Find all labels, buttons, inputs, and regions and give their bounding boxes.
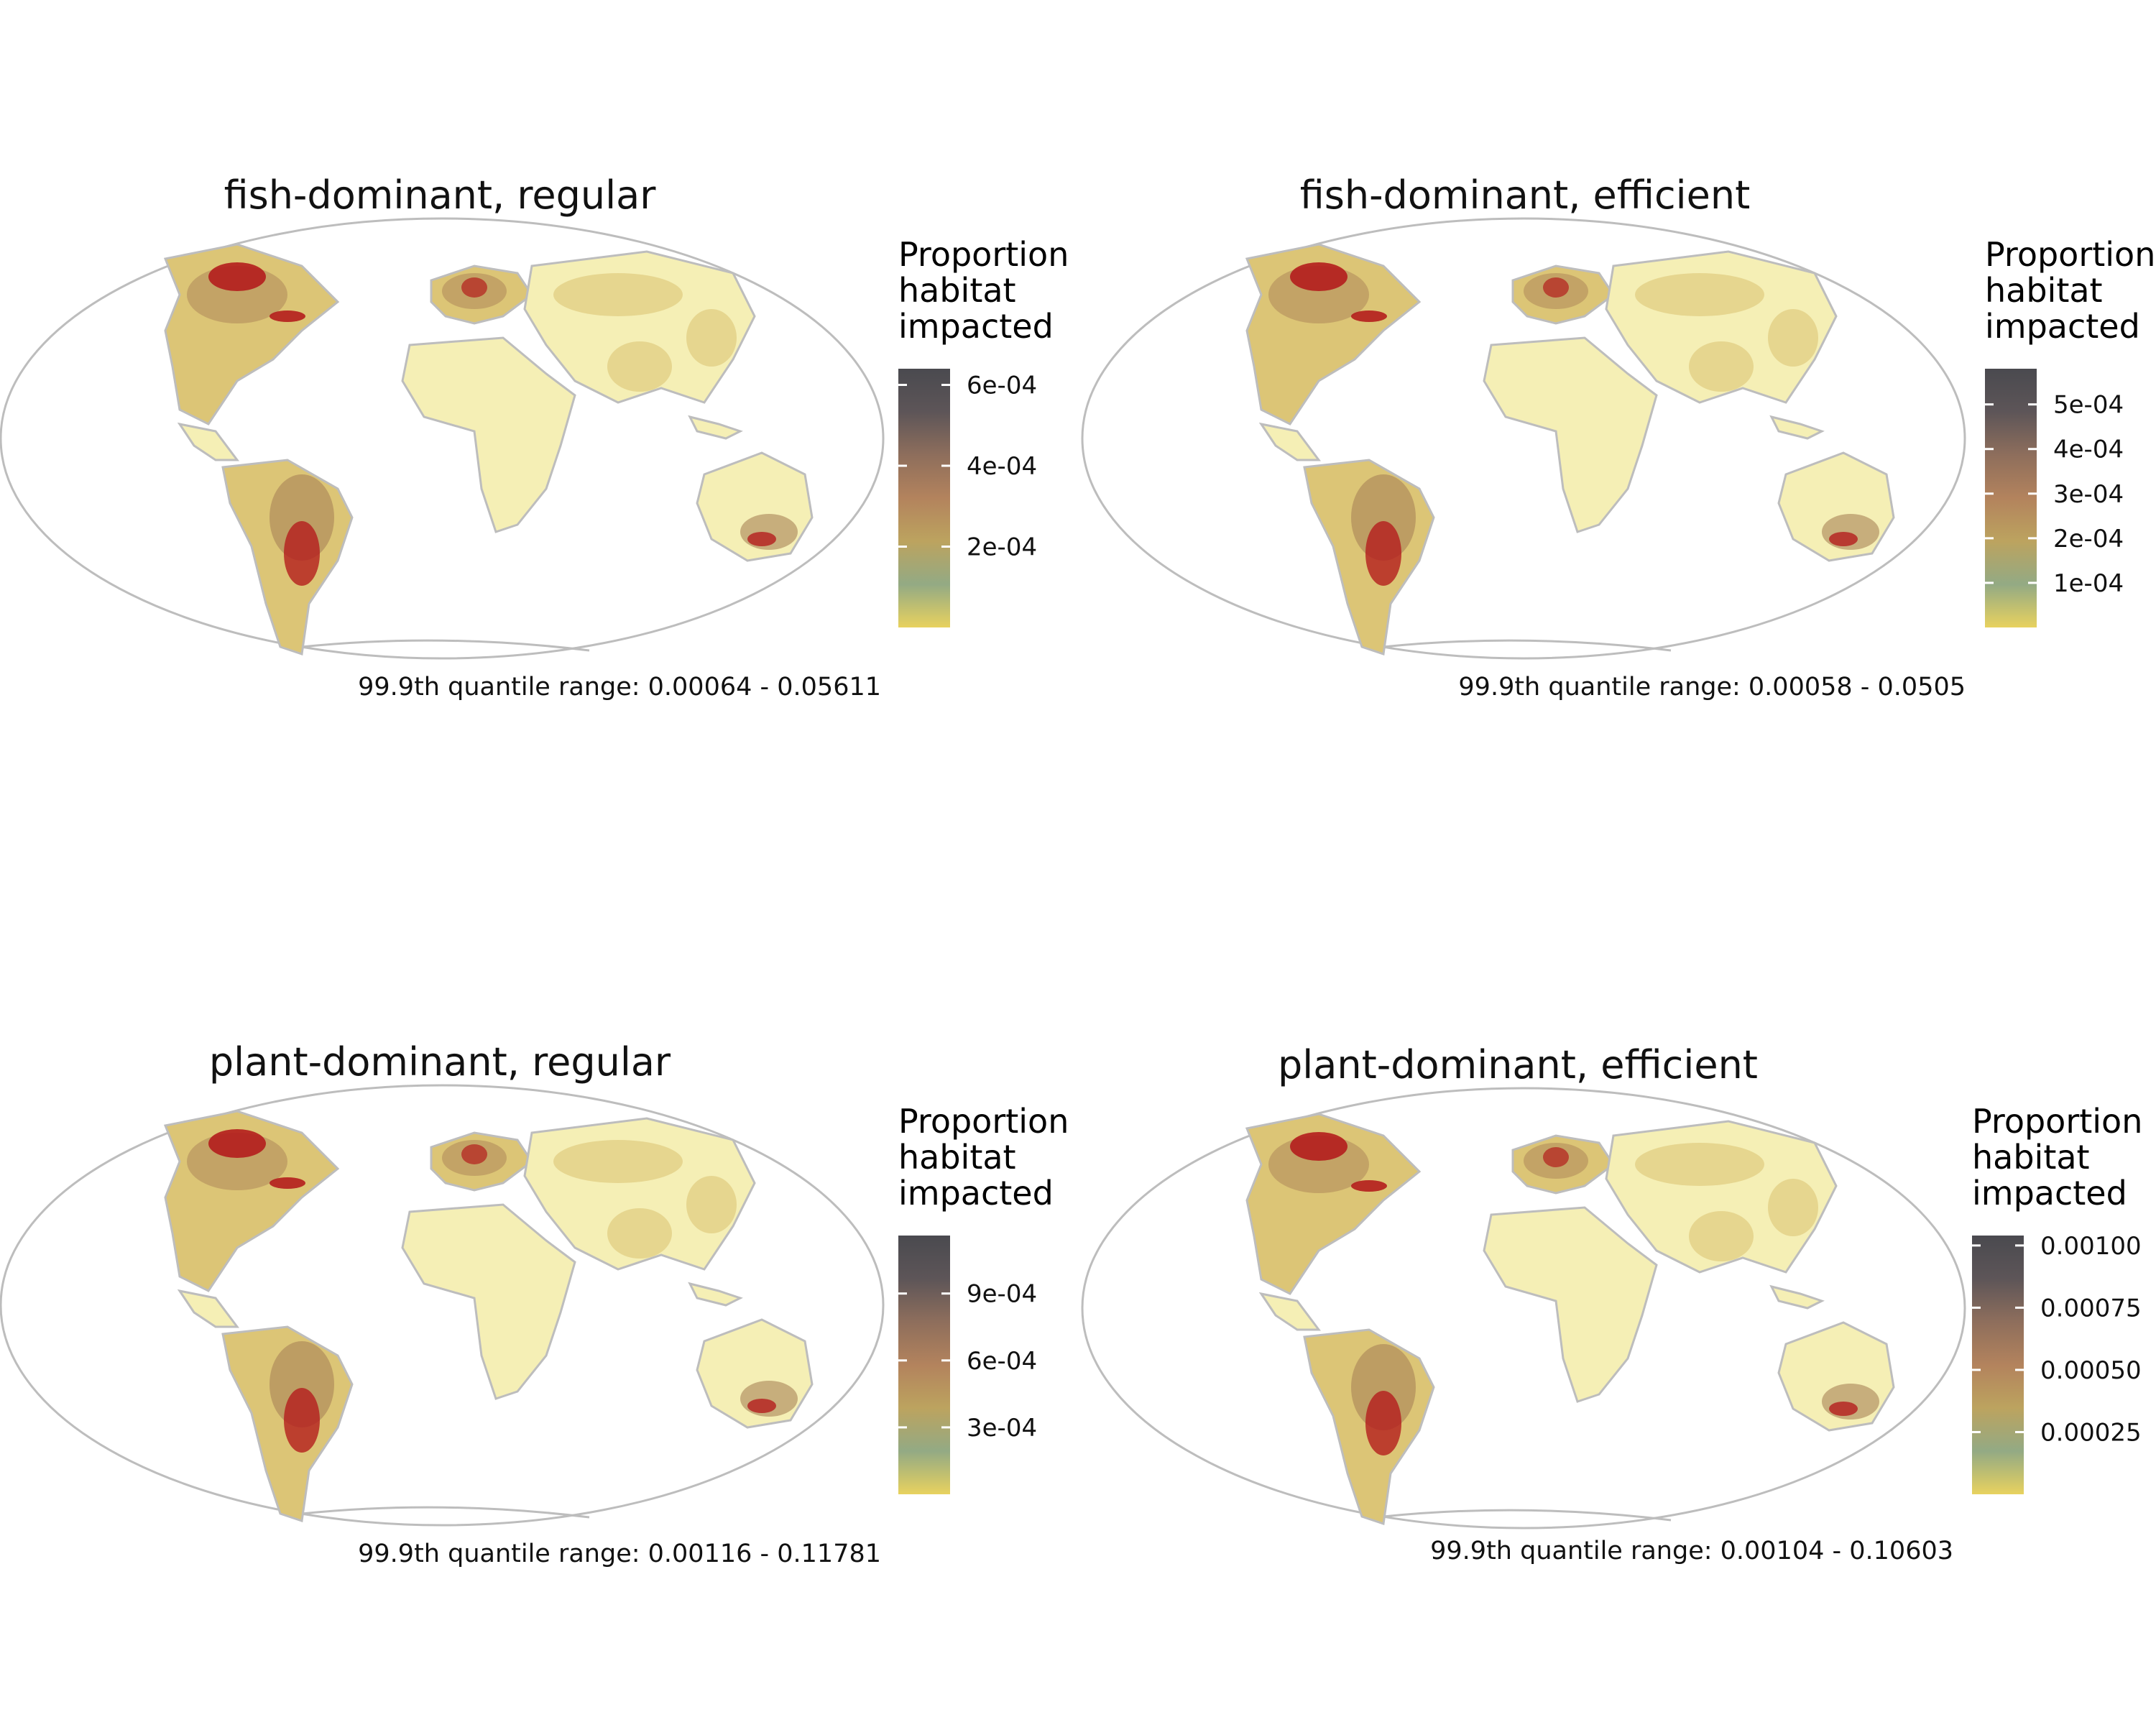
legend-tick-label: 4e-04 [2053, 436, 2124, 464]
quantile-caption: 99.9th quantile range: 0.00064 - 0.05611 [358, 673, 881, 702]
panel-title: plant-dominant, regular [209, 1039, 671, 1085]
legend-title-line-2: habitat [1985, 271, 2103, 310]
legend-tick-label: 3e-04 [2053, 480, 2124, 509]
quantile-caption: 99.9th quantile range: 0.00058 - 0.0505 [1458, 673, 1966, 702]
world-map [0, 1084, 885, 1527]
map-panel-plant-dominant-efficient: plant-dominant, efficient Proportion hab… [1081, 1042, 2142, 1565]
legend-tick-label: 6e-04 [967, 1347, 1037, 1376]
panel-title: plant-dominant, efficient [1278, 1042, 1758, 1087]
legend-title-line-2: habitat [898, 271, 1016, 310]
colorbar [1985, 369, 2037, 627]
colorbar [1972, 1236, 2024, 1494]
map-panel-fish-dominant-regular: fish-dominant, regular Proportion habita… [0, 172, 1069, 702]
legend-tick-label: 0.00100 [2040, 1232, 2142, 1261]
legend-tick-label: 2e-04 [967, 533, 1037, 562]
legend-tick-label: 5e-04 [2053, 391, 2124, 420]
panel-title: fish-dominant, efficient [1300, 172, 1751, 218]
world-map [0, 217, 885, 660]
colorbar [898, 369, 950, 627]
legend-title-line-1: Proportion [898, 235, 1069, 274]
legend-tick-label: 0.00050 [2040, 1356, 2142, 1385]
quantile-caption: 99.9th quantile range: 0.00104 - 0.10603 [1430, 1537, 1953, 1565]
legend-title-line-3: impacted [898, 1174, 1054, 1213]
panel-title: fish-dominant, regular [224, 172, 657, 218]
legend-tick-label: 2e-04 [2053, 525, 2124, 553]
legend-title-line-3: impacted [898, 307, 1054, 346]
legend-title-line-1: Proportion [898, 1102, 1069, 1141]
legend: Proportion habitat impacted 6e-04 4e-04 2e… [898, 235, 1069, 627]
legend-title-line-3: impacted [1985, 307, 2140, 346]
legend: Proportion habitat impacted 5e-04 4e-04 3e… [1985, 235, 2155, 627]
map-panel-plant-dominant-regular: plant-dominant, regular Proportion habit… [0, 1039, 1069, 1568]
legend-tick-label: 9e-04 [967, 1280, 1037, 1309]
legend: Proportion habitat impacted 9e-04 6e-04 3e… [898, 1102, 1069, 1494]
legend-title-line-3: impacted [1972, 1174, 2127, 1213]
colorbar [898, 1236, 950, 1494]
legend-title-line-2: habitat [1972, 1138, 2090, 1177]
legend: Proportion habitat impacted 0.00100 0.000… [1972, 1102, 2142, 1494]
legend-tick-label: 4e-04 [967, 452, 1037, 481]
legend-tick-label: 6e-04 [967, 372, 1037, 400]
world-map [1081, 217, 1966, 660]
legend-title-line-2: habitat [898, 1138, 1016, 1177]
world-map [1081, 1087, 1966, 1530]
quantile-caption: 99.9th quantile range: 0.00116 - 0.11781 [358, 1540, 881, 1568]
legend-tick-label: 1e-04 [2053, 569, 2124, 598]
legend-title-line-1: Proportion [1985, 235, 2155, 274]
legend-tick-label: 0.00075 [2040, 1294, 2142, 1322]
legend-title-line-1: Proportion [1972, 1102, 2142, 1141]
legend-tick-label: 0.00025 [2040, 1418, 2142, 1447]
legend-tick-label: 3e-04 [967, 1414, 1037, 1443]
map-panel-fish-dominant-efficient: fish-dominant, efficient Proportion habi… [1081, 172, 2155, 702]
